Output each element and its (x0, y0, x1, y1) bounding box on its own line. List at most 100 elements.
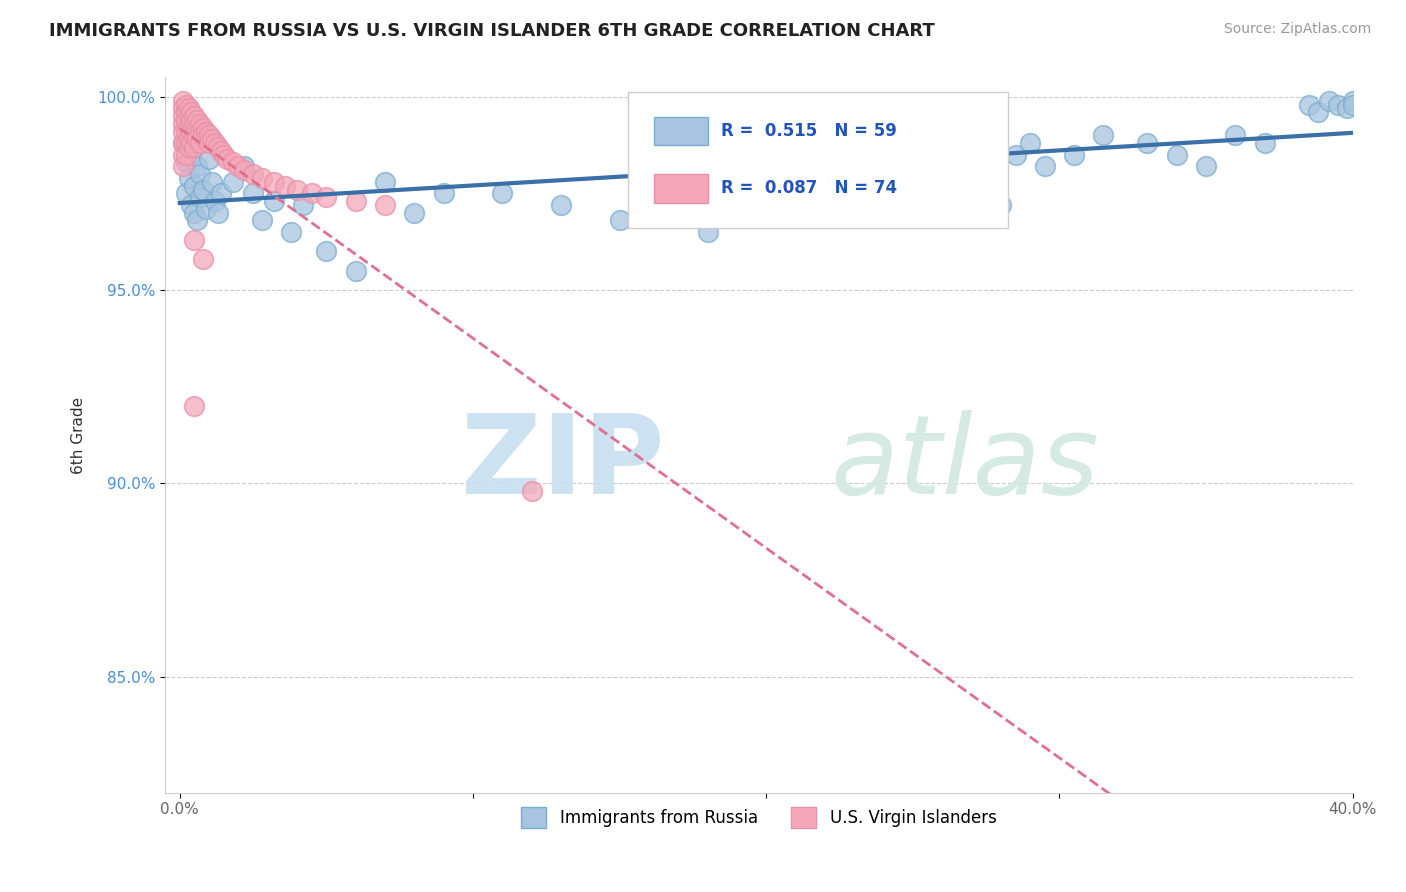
Point (990, 198, 1012, 212)
Point (1019, 136, 1042, 150)
Point (174, 105, 197, 120)
Point (242, 186, 264, 201)
Point (215, 152, 238, 166)
Point (1336, 101, 1358, 115)
Point (174, 112, 197, 127)
Point (1166, 147, 1188, 161)
Point (755, 147, 778, 161)
Legend: Immigrants from Russia, U.S. Virgin Islanders: Immigrants from Russia, U.S. Virgin Isla… (515, 801, 1002, 834)
Point (1298, 97, 1320, 112)
Point (207, 206, 229, 220)
Point (183, 206, 205, 220)
Point (177, 101, 200, 115)
Point (315, 190, 337, 204)
Point (195, 124, 218, 138)
Point (1195, 160, 1218, 174)
Point (183, 233, 205, 247)
Point (172, 124, 194, 138)
Point (180, 198, 202, 212)
Point (207, 140, 229, 154)
Point (198, 136, 221, 150)
Point (1317, 94, 1340, 108)
Point (174, 124, 197, 138)
Point (1063, 147, 1085, 161)
Point (652, 206, 675, 220)
Point (186, 112, 208, 127)
Point (263, 194, 285, 209)
Point (1254, 136, 1277, 150)
Point (186, 132, 208, 146)
Point (183, 117, 205, 131)
Point (172, 136, 194, 150)
Point (198, 128, 221, 143)
Point (285, 183, 308, 197)
Y-axis label: 6th Grade: 6th Grade (72, 396, 86, 474)
Text: ZIP: ZIP (461, 410, 664, 517)
Text: R =  0.087   N = 74: R = 0.087 N = 74 (721, 179, 897, 197)
Point (180, 124, 202, 138)
Point (193, 120, 215, 135)
Point (250, 213, 273, 227)
Point (174, 155, 197, 169)
Point (1136, 136, 1159, 150)
Point (188, 190, 211, 204)
Point (1327, 97, 1350, 112)
Point (872, 186, 894, 201)
Point (198, 152, 221, 166)
Point (177, 132, 200, 146)
Point (814, 167, 837, 181)
Point (404, 206, 426, 220)
Point (491, 186, 513, 201)
Point (1004, 147, 1026, 161)
Point (696, 225, 718, 239)
Point (180, 147, 202, 161)
Point (609, 213, 631, 227)
Point (209, 144, 232, 158)
Point (301, 186, 323, 201)
Point (280, 225, 302, 239)
Point (174, 97, 197, 112)
Point (172, 101, 194, 115)
Text: Source: ZipAtlas.com: Source: ZipAtlas.com (1223, 22, 1371, 37)
Text: R =  0.515   N = 59: R = 0.515 N = 59 (721, 122, 897, 140)
Point (186, 160, 208, 174)
Point (174, 186, 197, 201)
Point (221, 175, 243, 189)
Text: IMMIGRANTS FROM RUSSIA VS U.S. VIRGIN ISLANDER 6TH GRADE CORRELATION CHART: IMMIGRANTS FROM RUSSIA VS U.S. VIRGIN IS… (49, 22, 935, 40)
FancyBboxPatch shape (628, 92, 1008, 227)
Point (172, 109, 194, 123)
Point (183, 109, 205, 123)
Point (550, 198, 572, 212)
Point (188, 117, 211, 131)
Point (188, 124, 211, 138)
Point (433, 186, 456, 201)
Point (195, 202, 218, 216)
Point (193, 183, 215, 197)
Point (172, 160, 194, 174)
Point (221, 155, 243, 169)
Point (180, 136, 202, 150)
Point (180, 112, 202, 127)
Point (172, 117, 194, 131)
Point (212, 147, 235, 161)
Point (204, 136, 226, 150)
Point (172, 147, 194, 161)
Point (201, 175, 224, 189)
Bar (654, 117, 707, 145)
Point (344, 264, 367, 278)
Point (183, 178, 205, 193)
Point (204, 194, 226, 209)
Point (177, 109, 200, 123)
Point (177, 120, 200, 135)
Point (183, 140, 205, 154)
Point (242, 167, 264, 181)
Point (931, 175, 953, 189)
Point (344, 194, 367, 209)
Point (193, 252, 215, 267)
Point (374, 175, 396, 189)
Point (186, 120, 208, 135)
Point (1092, 128, 1115, 143)
Point (233, 160, 256, 174)
Point (233, 163, 256, 178)
Point (520, 484, 543, 499)
